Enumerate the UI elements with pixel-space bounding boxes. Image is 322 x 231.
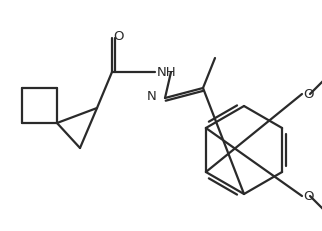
- Text: O: O: [303, 189, 314, 203]
- Text: O: O: [113, 30, 124, 43]
- Text: NH: NH: [157, 66, 177, 79]
- Text: O: O: [303, 88, 314, 100]
- Text: N: N: [147, 91, 157, 103]
